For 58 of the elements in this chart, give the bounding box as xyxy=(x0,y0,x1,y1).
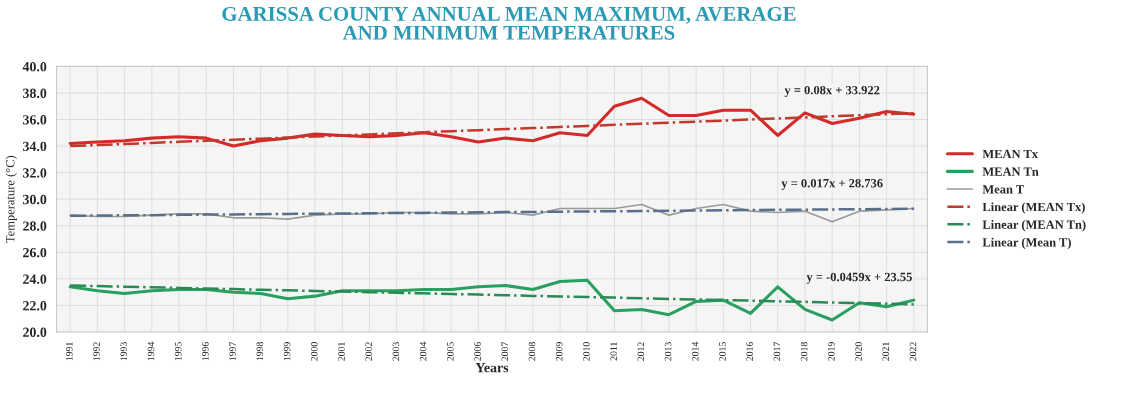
x-tick-label: 2020 xyxy=(855,342,862,361)
legend-label: Linear (MEAN Tn) xyxy=(982,220,1086,232)
x-tick-label: 2011 xyxy=(610,342,617,361)
x-tick-label: 2006 xyxy=(474,342,481,361)
x-tick-label: 2010 xyxy=(583,342,590,361)
x-tick-label: 2008 xyxy=(528,342,536,361)
legend-label: MEAN Tx xyxy=(982,149,1038,159)
y-tick-label: 34.0 xyxy=(23,141,47,152)
x-tick-label: 1997 xyxy=(229,342,236,361)
x-tick-label: 1994 xyxy=(147,341,155,361)
annotation: y = 0.08x + 33.922 xyxy=(784,85,880,97)
annotation: y = 0.017x + 28.736 xyxy=(781,178,883,190)
x-tick-label: 1996 xyxy=(202,342,209,361)
y-tick-label: 26.0 xyxy=(23,247,47,258)
legend-label: Linear (MEAN Tx) xyxy=(982,202,1085,214)
x-tick-label: 1995 xyxy=(174,342,182,361)
x-tick-label: 2000 xyxy=(310,342,318,361)
y-tick-label: 32.0 xyxy=(23,168,47,178)
y-tick-label: 40.0 xyxy=(22,61,47,72)
x-tick-label: 1992 xyxy=(93,342,100,361)
x-axis-title: Years xyxy=(475,363,509,373)
x-tick-label: 2021 xyxy=(882,342,890,361)
x-tick-label: 1991 xyxy=(66,342,73,361)
y-tick-label: 22.0 xyxy=(23,301,47,311)
y-axis-title: Temperature (°C) xyxy=(5,155,17,243)
x-tick-label: 1998 xyxy=(256,342,264,361)
legend-label: Mean T xyxy=(982,185,1024,194)
x-tick-label: 2014 xyxy=(691,341,699,361)
x-tick-label: 2007 xyxy=(501,342,509,361)
line-series xyxy=(68,207,916,218)
legend-label: MEAN Tn xyxy=(982,167,1039,176)
x-tick-label: 2001 xyxy=(338,342,345,361)
x-tick-label: 2013 xyxy=(664,342,672,361)
x-tick-label: 2022 xyxy=(909,342,917,361)
x-tick-label: 2009 xyxy=(555,342,563,361)
annotation: y = -0.0459x + 23.55 xyxy=(806,272,912,284)
x-tick-label: 1993 xyxy=(120,342,128,361)
x-tick-label: 2017 xyxy=(773,342,781,361)
y-tick-label: 30.0 xyxy=(23,194,47,205)
x-tick-label: 2018 xyxy=(800,342,808,361)
line-series xyxy=(68,284,916,306)
line-series xyxy=(68,111,916,148)
x-tick-label: 2002 xyxy=(365,342,372,361)
y-tick-label: 36.0 xyxy=(23,115,47,125)
legend-label: Linear (Mean T) xyxy=(982,237,1071,250)
x-tick-label: 2016 xyxy=(746,342,753,361)
y-tick-label: 24.0 xyxy=(23,274,47,284)
y-tick-label: 20.0 xyxy=(23,327,47,338)
chart-title: GARISSA COUNTY ANNUAL MEAN MAXIMUM, AVERAGE AND MINIMUM TEMPERATURES xyxy=(222,6,796,40)
x-tick-label: 2015 xyxy=(719,342,726,361)
x-tick-label: 2003 xyxy=(392,342,400,361)
y-tick-label: 28.0 xyxy=(23,221,47,231)
x-tick-label: 2012 xyxy=(637,342,645,361)
x-tick-label: 2004 xyxy=(419,341,427,361)
y-tick-label: 38.0 xyxy=(23,88,47,98)
x-tick-label: 1999 xyxy=(283,342,291,361)
x-tick-label: 2019 xyxy=(828,342,835,361)
x-tick-label: 2005 xyxy=(447,342,454,361)
